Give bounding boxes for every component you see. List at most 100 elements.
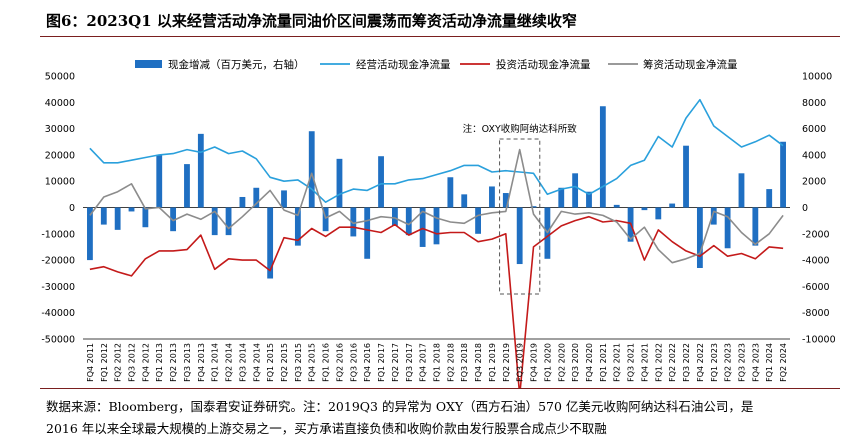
bar	[586, 191, 592, 208]
bar	[184, 164, 190, 208]
x-tick-label: FQ3 2014	[238, 343, 247, 382]
x-tick-label: FQ2 2015	[280, 343, 289, 382]
bar	[475, 207, 481, 234]
bar	[378, 156, 384, 208]
x-tick-label: FQ2 2014	[225, 343, 234, 382]
bar	[197, 133, 204, 208]
bar	[752, 207, 759, 246]
series-line	[89, 215, 784, 388]
bar	[308, 131, 315, 208]
x-tick-label: FQ1 2023	[710, 343, 719, 382]
right-tick-label: 6000	[802, 124, 826, 135]
series-line	[89, 98, 784, 203]
x-tick-label: FQ1 2019	[488, 343, 497, 382]
x-tick-label: FQ4 2015	[308, 343, 317, 382]
x-tick-label: FQ4 2019	[530, 343, 539, 382]
bar	[696, 207, 703, 268]
x-tick-label: FQ3 2018	[460, 343, 469, 382]
bar	[683, 145, 689, 208]
left-tick-label: 40000	[45, 98, 75, 109]
x-tick-label: FQ4 2011	[86, 343, 95, 382]
bar	[738, 173, 745, 208]
bar	[87, 207, 93, 261]
left-tick-label: 20000	[45, 150, 75, 161]
legend: 现金增减（百万美元，右轴） 经营活动现金净流量 投资活动现金净流量 筹资活动现金净流量	[135, 58, 738, 71]
bar	[170, 207, 177, 232]
x-tick-label: FQ1 2013	[155, 343, 164, 382]
x-tick-label: FQ1 2014	[211, 343, 220, 382]
x-tick-label: FQ3 2016	[349, 343, 358, 382]
bar	[489, 186, 495, 208]
x-tick-label: FQ1 2012	[100, 343, 109, 382]
x-tick-label: FQ2 2017	[391, 343, 400, 382]
bar	[239, 196, 246, 208]
x-tick-label: FQ3 2013	[183, 343, 192, 382]
bar	[655, 207, 662, 220]
bar	[502, 193, 509, 208]
legend-label: 经营活动现金净流量	[356, 58, 451, 71]
x-tick-label: FQ4 2020	[585, 343, 594, 382]
title-rule	[40, 36, 840, 37]
x-tick-label: FQ2 2016	[336, 343, 345, 382]
x-tick-label: FQ2 2023	[724, 343, 733, 382]
left-tick-label: -20000	[41, 256, 75, 267]
bar	[530, 206, 537, 208]
x-tick-label: FQ3 2019	[516, 343, 525, 382]
right-tick-label: 4000	[802, 150, 826, 161]
bar	[447, 177, 454, 208]
x-tick-label: FQ3 2021	[627, 343, 636, 382]
right-tick-label: 2000	[802, 177, 826, 188]
x-tick-label: FQ1 2016	[322, 343, 331, 382]
bar	[364, 207, 371, 259]
bar	[100, 207, 107, 225]
right-tick-label: -2000	[802, 229, 830, 240]
x-tick-label: FQ4 2018	[474, 343, 483, 382]
bar	[114, 207, 121, 230]
x-tick-label: FQ4 2023	[751, 343, 760, 382]
legend-label: 筹资活动现金净流量	[643, 58, 738, 71]
x-tick-label: FQ4 2021	[640, 343, 649, 382]
x-tick-label: FQ2 2012	[114, 343, 123, 382]
annotation-text: 注：OXY收购阿纳达科所致	[463, 123, 578, 135]
right-tick-label: -10000	[802, 335, 836, 346]
bar	[267, 207, 274, 279]
bar	[392, 207, 398, 226]
right-tick-label: -4000	[802, 256, 830, 267]
x-tick-label: FQ1 2015	[266, 343, 275, 382]
x-tick-label: FQ3 2022	[682, 343, 691, 382]
legend-label: 现金增减（百万美元，右轴）	[168, 58, 305, 71]
bar	[613, 204, 620, 208]
x-tick-label: FQ4 2013	[197, 343, 206, 382]
left-tick-label: -40000	[41, 308, 75, 319]
source-note: 数据来源：Bloomberg，国泰君安证券研究。注：2019Q3 的异常为 OX…	[46, 399, 754, 414]
x-tick-label: FQ4 2022	[696, 343, 705, 382]
right-tick-label: 0	[802, 203, 808, 214]
bar	[766, 189, 773, 208]
source-rule	[40, 388, 840, 389]
bar	[253, 187, 260, 208]
bar	[516, 207, 523, 265]
bar	[419, 207, 426, 247]
x-tick-label: FQ1 2018	[433, 343, 442, 382]
bar	[156, 154, 163, 208]
left-tick-label: 10000	[45, 177, 75, 188]
right-axis: -10000 -8000 -6000 -4000 -2000 0 2000 4000 6000 8…	[802, 72, 836, 346]
left-axis: -50000 -40000 -30000 -20000 -10000 0 10000 2000…	[41, 72, 75, 346]
x-tick-label: FQ4 2012	[141, 343, 150, 382]
left-tick-label: -30000	[41, 282, 75, 293]
combo-chart: -50000 -40000 -30000 -20000 -10000 0 10000 2000…	[41, 58, 836, 388]
x-tick-label: FQ2 2020	[557, 343, 566, 382]
line-series	[89, 98, 784, 388]
x-tick-label: FQ3 2023	[738, 343, 747, 382]
bar	[322, 207, 329, 232]
x-tick-label: FQ2 2021	[613, 343, 622, 382]
x-tick-label: FQ2 2013	[169, 343, 178, 382]
bar	[142, 207, 149, 228]
left-tick-label: -50000	[41, 335, 75, 346]
bar	[433, 207, 440, 245]
bar	[572, 173, 579, 208]
legend-swatch	[135, 60, 162, 68]
bar	[350, 207, 357, 237]
x-tick-label: FQ2 2019	[502, 343, 511, 382]
x-tick-label: FQ1 2020	[543, 343, 552, 382]
